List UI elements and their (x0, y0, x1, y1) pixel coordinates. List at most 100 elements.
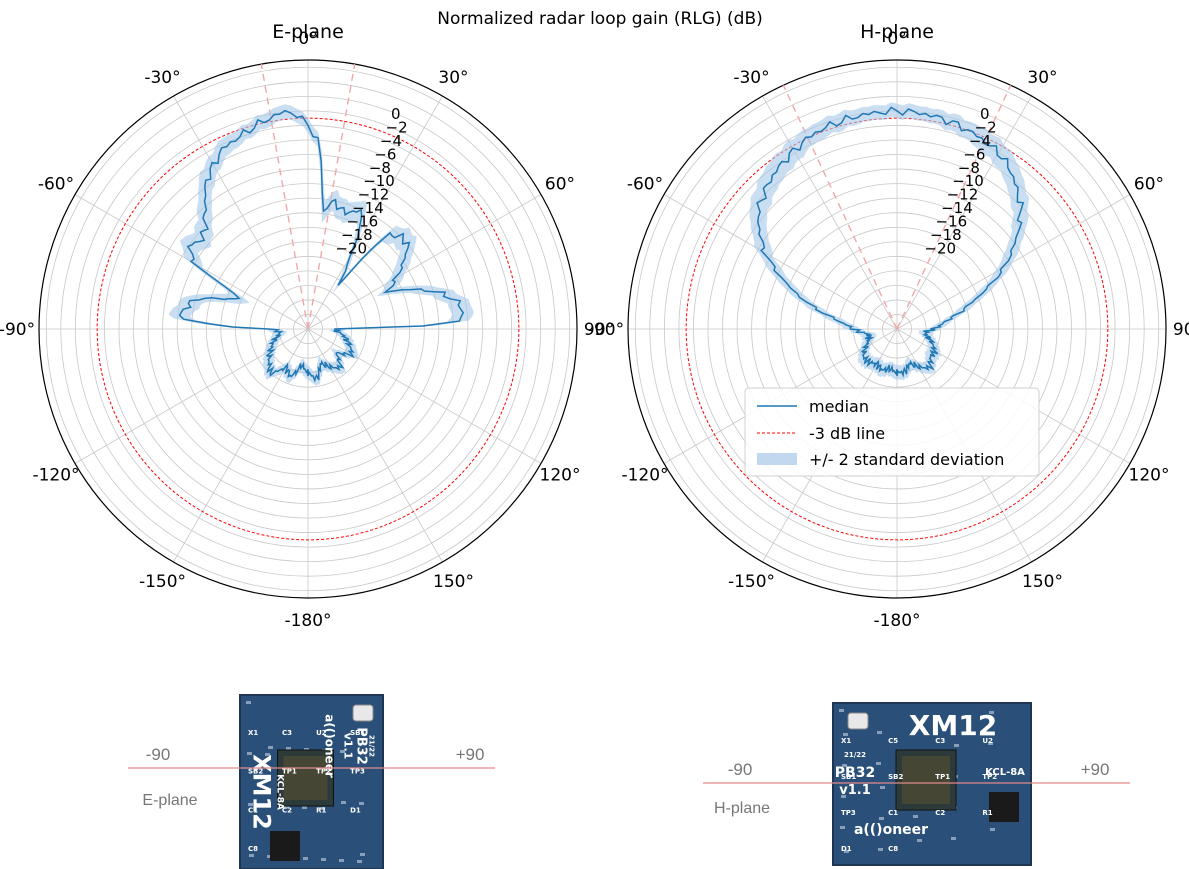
e-plane-board-pad (302, 806, 307, 809)
e-plane-board-pad (359, 802, 364, 805)
h-plane-board-brand: a(()oneer (854, 822, 928, 838)
h-plane-angle-tick-150: 150° (1022, 572, 1063, 592)
e-plane-pad-label: C1 (248, 806, 258, 814)
e-plane-pad-label: TP1 (282, 768, 297, 776)
e-plane-board-pad (340, 750, 345, 753)
h-plane-board-pad (950, 720, 955, 723)
e-plane-angle-tick-neg-120: -120° (32, 466, 79, 486)
e-plane-polar-chart: 0° 30° 60° 90° 120° 150° -180° -150° -120° -90° -6… (0, 21, 614, 631)
h-plane-board-pad (842, 764, 847, 767)
h-plane-pad-label: U2 (982, 737, 993, 745)
h-plane-board-pad (913, 815, 918, 818)
h-plane-board-variant: PB32 (835, 765, 875, 781)
h-plane-board-pad (988, 742, 993, 745)
h-plane-median-line (756, 106, 1025, 378)
e-plane-board-model: XM12 (248, 754, 276, 830)
h-plane-board-pad (840, 826, 845, 829)
h-plane-beam-edge-line (782, 84, 898, 330)
e-plane-grid-spoke (307, 95, 443, 330)
h-plane-board-pad (841, 795, 846, 798)
h-plane-board-date: 21/22 (844, 751, 866, 759)
e-plane-angle-tick-0: 0° (298, 29, 317, 49)
h-plane-pad-label: R1 (982, 809, 992, 817)
h-plane-board-pad (987, 773, 992, 776)
h-plane-pad-label: TP2 (982, 773, 997, 781)
e-plane-radial-tick: −10 (363, 172, 395, 190)
h-plane-board-version: v1.1 (839, 783, 871, 798)
e-plane-board-pad (339, 859, 344, 862)
e-plane-board-pad (268, 746, 273, 749)
e-plane-radial-tick: −14 (352, 199, 384, 217)
h-plane-board-part: KCL-8A (985, 767, 1025, 778)
h-plane-pad-label: SB2 (888, 773, 903, 781)
h-plane-plus-90-label: +90 (1081, 760, 1110, 779)
figure-title: Normalized radar loop gain (RLG) (dB) (437, 9, 763, 29)
e-plane-radial-tick: −16 (347, 213, 379, 231)
e-plane-median-line (178, 109, 465, 383)
h-plane-photo-label: H-plane (714, 800, 770, 817)
h-plane-radial-tick: −4 (969, 132, 991, 150)
e-plane-board-pad (303, 857, 308, 860)
e-plane-board-part: KCL-8A (275, 774, 285, 810)
h-plane-board-pad (839, 709, 844, 712)
h-plane-board-pad (844, 850, 849, 853)
e-plane-radar-chip-die (283, 756, 328, 800)
e-plane-pad-label: D1 (350, 806, 361, 814)
e-plane-pad-label: SB1 (350, 729, 365, 737)
e-plane-pad-label: SB2 (248, 768, 263, 776)
h-plane-angle-tick-neg-150: -150° (728, 572, 775, 592)
h-plane-radial-tick: −8 (958, 159, 980, 177)
h-plane-board-pad (951, 837, 956, 840)
e-plane-pad-label: R1 (316, 806, 326, 814)
h-plane-crystal-component (847, 712, 869, 730)
h-plane-pad-label: C3 (935, 737, 945, 745)
e-plane-angle-tick-90: 90° (584, 320, 614, 340)
e-plane-board-pad (248, 803, 253, 806)
h-plane-board-pad (917, 839, 922, 842)
legend-label-band: +/- 2 standard deviation (809, 450, 1004, 469)
h-plane-pad-label: TP3 (841, 809, 856, 817)
h-plane-angle-tick-neg-180: -180° (873, 611, 920, 631)
h-plane-board-pad (879, 817, 884, 820)
h-plane-radial-tick: −18 (930, 226, 962, 244)
h-plane-board-pad (876, 762, 881, 765)
e-plane-crystal-component (352, 704, 374, 722)
e-plane-pad-label: TP2 (316, 768, 331, 776)
e-plane-board-version: v1.1 (342, 733, 355, 760)
e-plane-pad-label: C8 (248, 845, 258, 853)
h-plane-board-pad (843, 733, 848, 736)
h-plane-pad-label: TP1 (935, 773, 950, 781)
e-plane-outer-frame (38, 59, 578, 599)
e-plane-board-pad (246, 701, 251, 704)
e-plane-radial-tick: −6 (374, 145, 396, 163)
e-plane-radial-tick: −18 (341, 226, 373, 244)
h-plane-board-pad (880, 786, 885, 789)
h-plane-title: H-plane (860, 21, 934, 43)
h-plane-angle-tick-neg-90: -90° (588, 320, 624, 340)
e-plane-grid-spoke (307, 194, 542, 330)
legend: median -3 dB line +/- 2 standard deviation (744, 387, 1040, 477)
e-plane-photo-label: E-plane (142, 792, 197, 809)
e-plane-aux-ic (270, 831, 300, 861)
legend-label-threshold: -3 dB line (809, 424, 885, 443)
e-plane-pad-label: U2 (316, 729, 327, 737)
h-plane-radial-tick: −16 (936, 213, 968, 231)
h-plane-angle-tick-90: 90° (1173, 320, 1189, 340)
h-plane-radial-tick: −2 (975, 119, 997, 137)
e-plane-angle-tick-150: 150° (433, 572, 474, 592)
e-plane-minus-90-label: -90 (146, 745, 171, 764)
e-plane-title: E-plane (272, 21, 344, 43)
h-plane-pad-label: C1 (888, 809, 898, 817)
h-plane-polar-chart: 0° 30° 60° 90° 120° 150° -180° -150° -120° -90° -6… (588, 21, 1189, 631)
h-plane-board-pad (916, 722, 921, 725)
h-plane-pad-label: C8 (888, 845, 898, 853)
legend-frame (744, 387, 1040, 477)
h-plane-grid-spoke (896, 194, 1131, 330)
e-plane-board-variant: PB32 (354, 727, 369, 765)
h-plane-board-pad (989, 711, 994, 714)
e-plane-board-pad (265, 753, 270, 756)
